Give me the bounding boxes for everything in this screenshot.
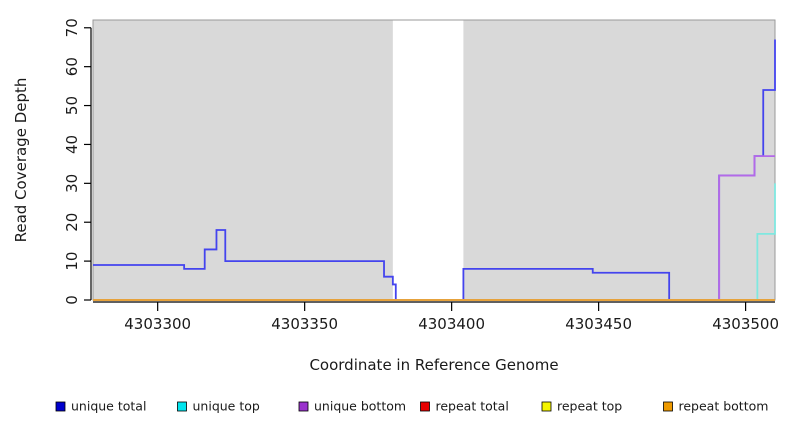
x-axis-title: Coordinate in Reference Genome xyxy=(309,356,558,374)
legend-swatch-unique-bottom xyxy=(298,401,309,412)
y-axis-tick-label: 10 xyxy=(63,252,81,271)
legend-label-unique-bottom: unique bottom xyxy=(314,399,406,414)
legend-label-unique-total: unique total xyxy=(71,399,146,414)
legend-label-repeat-top: repeat top xyxy=(557,399,622,414)
legend-swatch-repeat-bottom xyxy=(663,401,673,412)
x-axis-tick-label: 4303450 xyxy=(565,315,632,333)
y-axis-tick-label: 70 xyxy=(63,18,81,37)
y-axis-tick-label: 40 xyxy=(63,135,81,154)
legend-label-repeat-total: repeat total xyxy=(436,399,509,414)
y-axis-tick-label: 60 xyxy=(63,57,81,76)
x-axis-tick-label: 4303350 xyxy=(271,315,338,333)
x-axis-tick-label: 4303500 xyxy=(712,315,779,333)
y-axis-title: Read Coverage Depth xyxy=(12,78,30,243)
legend-swatch-repeat-top xyxy=(541,401,552,412)
y-axis-tick-label: 50 xyxy=(63,96,81,115)
x-axis-tick-label: 4303400 xyxy=(418,315,485,333)
coverage-gap-region xyxy=(392,20,464,300)
y-axis-tick-label: 20 xyxy=(63,213,81,232)
legend-swatch-unique-total xyxy=(55,401,66,412)
x-axis-tick-label: 4303300 xyxy=(124,315,191,333)
y-axis-tick-label: 30 xyxy=(63,174,81,193)
legend-label-repeat-bottom: repeat bottom xyxy=(679,399,769,414)
legend-swatch-unique-top xyxy=(177,401,187,412)
legend-swatch-repeat-total xyxy=(420,401,430,412)
legend-label-unique-top: unique top xyxy=(193,399,260,414)
y-axis-tick-label: 0 xyxy=(63,295,81,305)
